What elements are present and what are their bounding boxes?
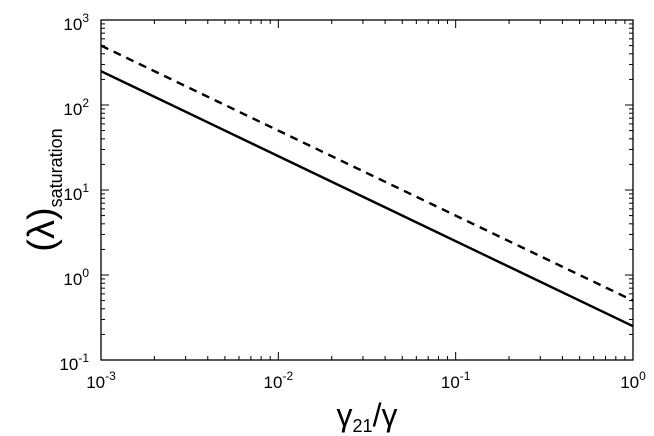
ticks-layer (100, 19, 634, 361)
y-tick-label-exponent: 2 (82, 96, 89, 110)
y-tick-label-base: 10 (59, 355, 78, 374)
x-tick-label-exponent: -1 (460, 369, 471, 383)
y-tick-label-exponent: 0 (82, 266, 89, 280)
x-tick-label: 10-3 (86, 369, 116, 392)
series-layer (100, 44, 634, 328)
plot-frame (100, 19, 634, 361)
x-tick-label-base: 10 (264, 373, 283, 392)
x-tick-label-base: 10 (86, 373, 105, 392)
y-tick-label-base: 10 (63, 100, 82, 119)
y-tick-label-exponent: -1 (78, 351, 89, 365)
y-tick-label-exponent: 3 (82, 11, 89, 25)
x-tick-label: 10-2 (264, 369, 294, 392)
x-tick-label-base: 10 (620, 373, 639, 392)
y-tick-label: 10-1 (59, 351, 89, 374)
x-tick-label-exponent: -3 (105, 369, 116, 383)
x-tick-label: 100 (620, 369, 646, 392)
y-tick-label: 103 (63, 11, 89, 34)
series-line-solid (100, 70, 634, 328)
x-tick-label: 10-1 (441, 369, 471, 392)
x-axis-label-tail: /γ (373, 397, 398, 433)
y-tick-label: 101 (63, 181, 89, 204)
y-axis-label-main: (λ) (21, 207, 63, 251)
y-tick-label-base: 10 (63, 270, 82, 289)
x-axis-label-main: γ (337, 397, 353, 433)
y-tick-label-base: 10 (63, 185, 82, 204)
x-tick-label-exponent: -2 (282, 369, 293, 383)
y-axis-label: (λ)saturation (21, 128, 66, 251)
x-tick-label-exponent: 0 (639, 369, 646, 383)
y-tick-label-exponent: 1 (82, 181, 89, 195)
y-axis-label-sub: saturation (46, 128, 66, 207)
y-tick-label: 102 (63, 96, 89, 119)
series-line-dashed (100, 44, 634, 302)
x-axis-label: γ21/γ (337, 397, 398, 436)
x-tick-label-base: 10 (441, 373, 460, 392)
x-axis-label-sub: 21 (353, 416, 373, 436)
y-tick-label-base: 10 (63, 15, 82, 34)
y-tick-label: 100 (63, 266, 89, 289)
